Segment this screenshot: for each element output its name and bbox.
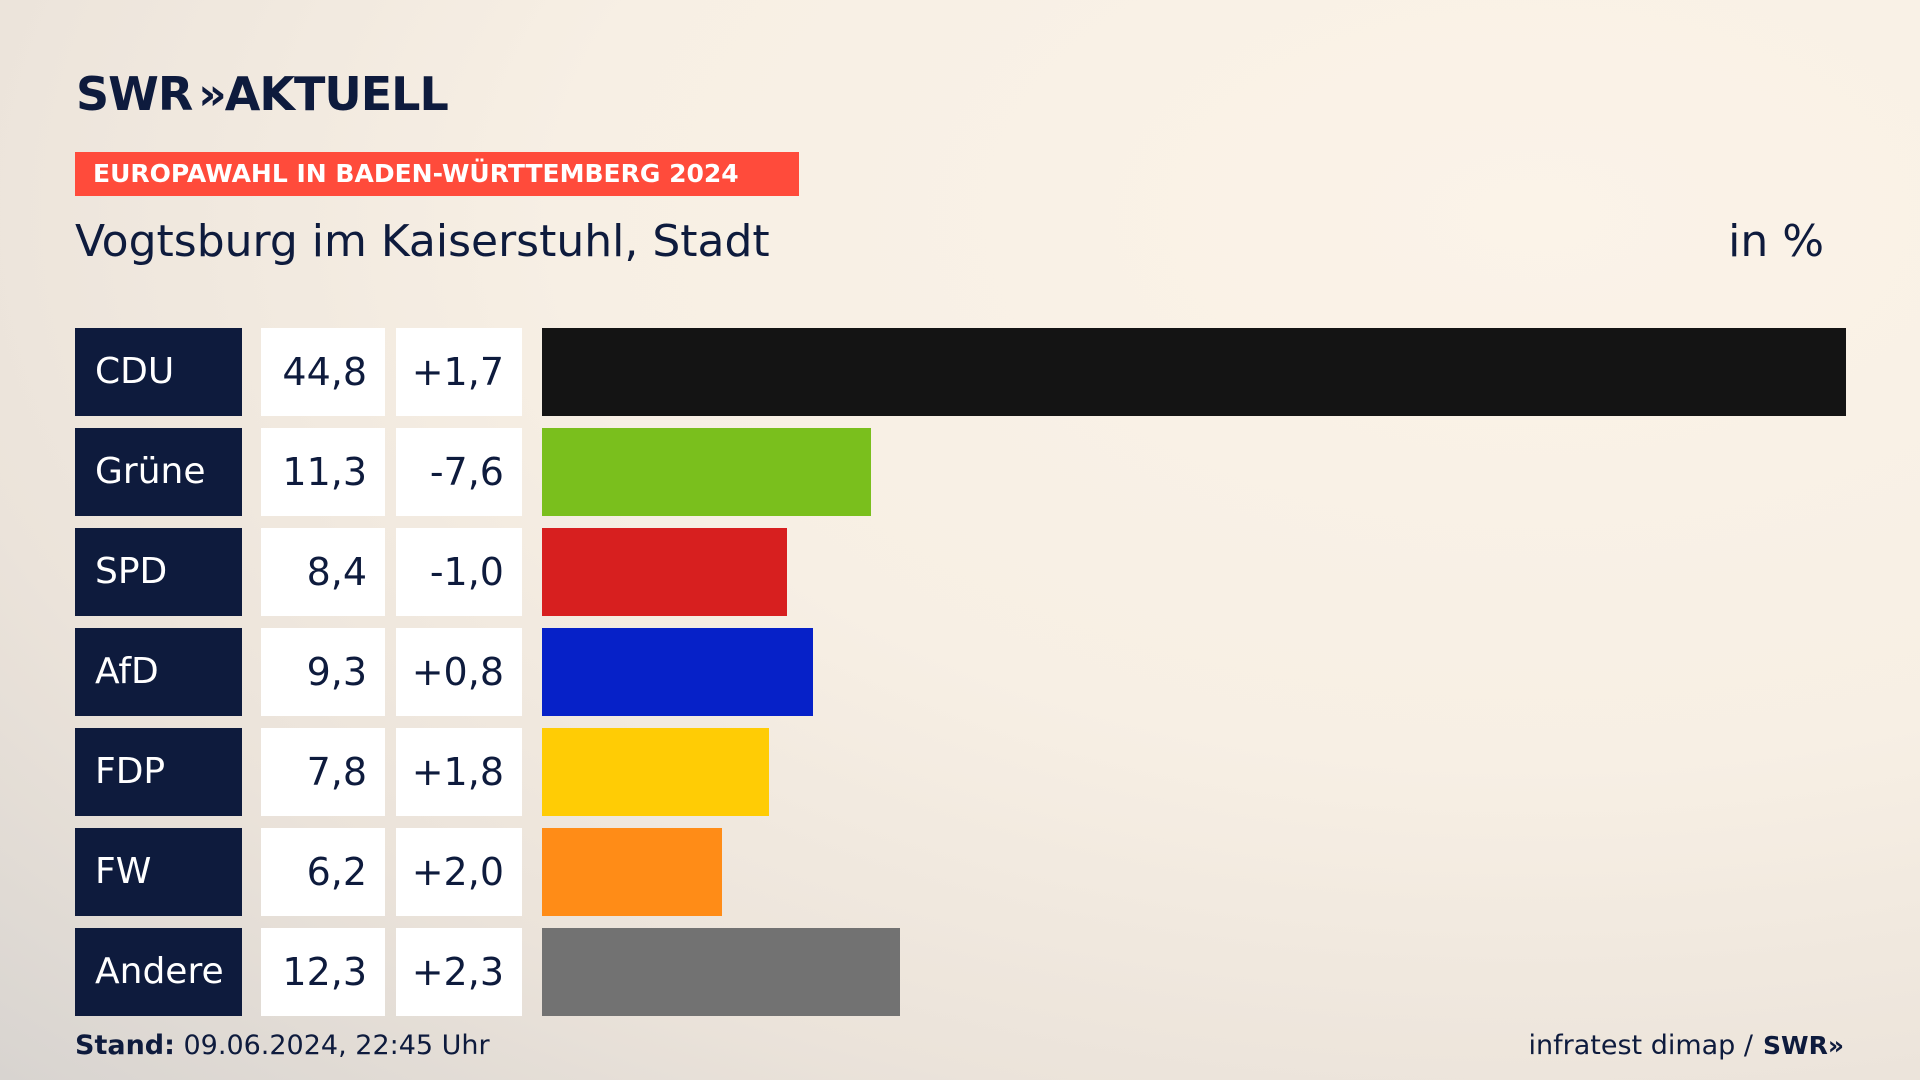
swr-aktuell-logo: SWR » AKTUELL [76, 66, 449, 122]
bar [542, 828, 722, 916]
party-label: Andere [75, 928, 242, 1016]
value-label: 44,8 [261, 328, 385, 416]
source-credit: infratest dimap / SWR» [1529, 1030, 1845, 1061]
value-label: 6,2 [261, 828, 385, 916]
diff-label: +1,7 [396, 328, 522, 416]
chart-row: AfD 9,3 +0,8 [75, 628, 1846, 716]
party-label: SPD [75, 528, 242, 616]
party-label: FDP [75, 728, 242, 816]
chart-row: Grüne 11,3 -7,6 [75, 428, 1846, 516]
party-label: Grüne [75, 428, 242, 516]
chart-row: FDP 7,8 +1,8 [75, 728, 1846, 816]
bar [542, 928, 900, 1016]
chart-row: CDU 44,8 +1,7 [75, 328, 1846, 416]
diff-label: -7,6 [396, 428, 522, 516]
chart-row: Andere 12,3 +2,3 [75, 928, 1846, 1016]
bar [542, 428, 871, 516]
value-label: 9,3 [261, 628, 385, 716]
party-label: AfD [75, 628, 242, 716]
bar [542, 628, 813, 716]
election-banner: EUROPAWAHL IN BADEN-WÜRTTEMBERG 2024 [75, 152, 799, 196]
stand-value: 09.06.2024, 22:45 Uhr [174, 1030, 490, 1061]
party-label: FW [75, 828, 242, 916]
diff-label: +1,8 [396, 728, 522, 816]
bar [542, 328, 1846, 416]
bar [542, 528, 787, 616]
diff-label: +2,0 [396, 828, 522, 916]
source-text: infratest dimap / [1528, 1030, 1754, 1061]
logo-swr-text: SWR [76, 67, 193, 121]
party-label: CDU [75, 328, 242, 416]
chart-row: FW 6,2 +2,0 [75, 828, 1846, 916]
value-label: 8,4 [261, 528, 385, 616]
chart-title: Vogtsburg im Kaiserstuhl, Stadt [75, 216, 770, 267]
value-label: 11,3 [261, 428, 385, 516]
source-swr-logo: SWR» [1763, 1031, 1844, 1060]
bar [542, 728, 769, 816]
value-label: 12,3 [261, 928, 385, 1016]
diff-label: +2,3 [396, 928, 522, 1016]
unit-label: in % [1728, 216, 1824, 267]
value-label: 7,8 [261, 728, 385, 816]
stand-label: Stand: [75, 1030, 175, 1061]
diff-label: -1,0 [396, 528, 522, 616]
timestamp: Stand: 09.06.2024, 22:45 Uhr [75, 1030, 490, 1061]
diff-label: +0,8 [396, 628, 522, 716]
chart-row: SPD 8,4 -1,0 [75, 528, 1846, 616]
logo-aktuell-text: AKTUELL [224, 67, 449, 121]
